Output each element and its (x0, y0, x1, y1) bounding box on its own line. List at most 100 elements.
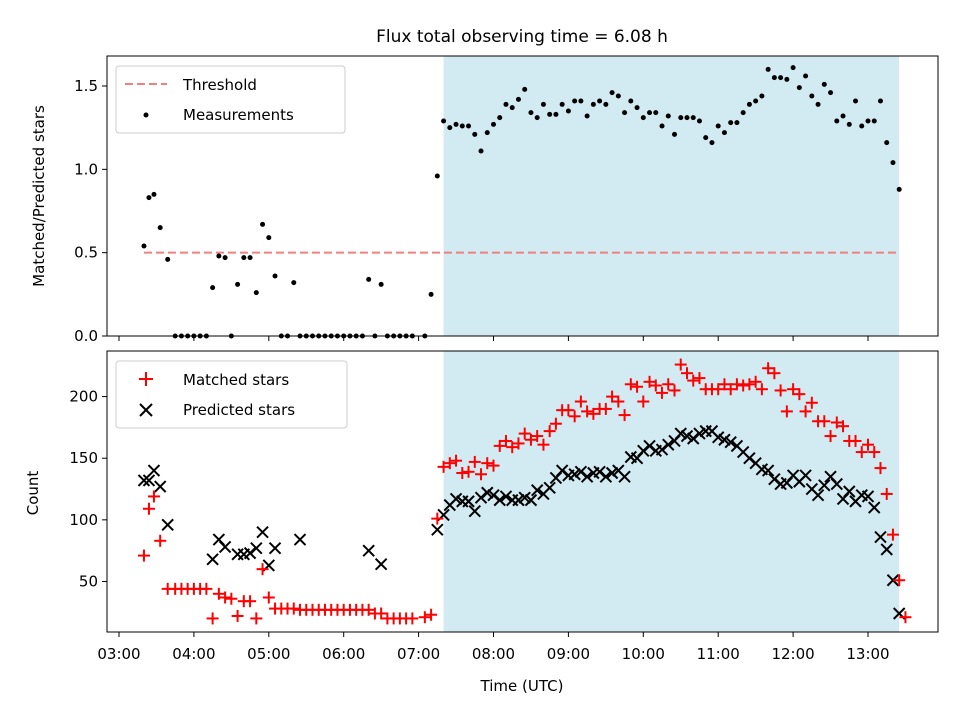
measurement-point (672, 131, 678, 137)
ratio-y-axis: 0.0 0.5 1.0 1.5 (74, 77, 107, 345)
predicted-star-point (811, 488, 825, 502)
measurement-point (734, 120, 740, 126)
measurement-point (165, 256, 171, 262)
matched-star-point (524, 433, 537, 446)
measurement-point (509, 105, 515, 111)
predicted-star-point (499, 490, 513, 503)
measurement-point (441, 118, 447, 124)
matched-star-point (799, 405, 812, 418)
count-legend-box (115, 360, 348, 429)
predicted-star-point (374, 558, 388, 571)
measurement-point (491, 121, 496, 127)
measurement-point (778, 75, 784, 81)
matched-star-point (762, 362, 775, 375)
count-panel: 50 100 150 200 03:00 04:00 05:00 06:00 07:00 08:… (24, 350, 939, 695)
matched-star-point (512, 437, 525, 450)
matched-star-point (780, 405, 793, 418)
matched-star-point (643, 375, 656, 388)
measurement-point (815, 101, 821, 107)
measurement-point (753, 98, 759, 104)
matched-star-point (724, 383, 737, 396)
matched-star-point (244, 595, 257, 608)
measurement-point (840, 113, 846, 119)
matched-star-point (581, 405, 594, 418)
measurement-point (597, 98, 603, 104)
matched-star-point (793, 388, 806, 401)
measurement-point (528, 110, 534, 116)
matched-star-point (154, 534, 167, 547)
measurement-point (647, 110, 653, 116)
observing-span-bottom (443, 351, 900, 632)
measurement-point (834, 118, 840, 124)
measurement-point (578, 98, 584, 104)
measurement-point (628, 98, 634, 104)
time-x-tick-label: 13:00 (846, 645, 889, 663)
matched-star-point (142, 502, 155, 515)
predicted-star-point (250, 541, 263, 555)
matched-star-point (137, 549, 150, 562)
predicted-star-point (830, 477, 843, 491)
measurement-point (141, 243, 147, 249)
measurement-point (759, 93, 765, 99)
measurement-point (272, 273, 278, 279)
measurement-point (740, 110, 746, 116)
measurement-point (865, 118, 871, 124)
matched-star-point (899, 611, 912, 624)
matched-star-point (624, 378, 637, 391)
matched-star-point (805, 396, 818, 409)
measurement-point (603, 101, 609, 107)
matched-star-point (880, 487, 893, 500)
measurement-point (459, 123, 465, 129)
count-legend: Matched stars Predicted stars (115, 360, 348, 429)
matched-star-point (656, 386, 669, 399)
measurement-point (216, 253, 222, 259)
matched-star-point (737, 379, 750, 392)
time-x-tick-label: 05:00 (247, 645, 290, 663)
predicted-star-point (468, 505, 481, 518)
matched-star-point (680, 367, 693, 380)
predicted-star-point (843, 485, 856, 498)
matched-star-point (718, 378, 731, 391)
measurement-point (678, 115, 684, 121)
matched-star-point (768, 367, 781, 380)
matched-star-point (855, 446, 868, 459)
matched-star-point (499, 434, 512, 447)
measurement-point (515, 96, 521, 102)
measurement-point (378, 281, 384, 287)
measurement-point (478, 148, 484, 154)
legend-threshold-label: Threshold (182, 76, 257, 94)
matched-star-point (475, 468, 488, 481)
measurement-point (765, 66, 771, 72)
measurement-point (884, 140, 890, 146)
measurement-point (291, 280, 297, 286)
predicted-star-point (293, 533, 307, 546)
measurement-point (472, 131, 478, 137)
measurement-point (151, 191, 157, 197)
ratio-panel: 0.0 0.5 1.0 1.5 Matched/Predicted stars Thr… (30, 55, 939, 345)
measurement-point (590, 101, 596, 107)
legend-matched-label: Matched stars (183, 371, 289, 389)
measurement-point (222, 255, 228, 261)
predicted-stars-points (137, 424, 906, 620)
measurement-point (146, 195, 152, 201)
matched-star-point (693, 372, 706, 385)
measurement-point (790, 65, 796, 71)
predicted-star-point (599, 470, 613, 483)
measurement-point (210, 285, 216, 291)
measurement-point (447, 125, 453, 131)
measurement-point (572, 98, 578, 104)
ratio-legend-box (115, 65, 346, 134)
measurement-point (690, 115, 696, 121)
measurement-point (553, 111, 559, 117)
chart-title: Flux total observing time = 6.08 h (376, 27, 668, 47)
measurement-point (665, 113, 671, 119)
measurement-point (728, 120, 734, 126)
ratio-y-tick-label: 0.0 (74, 327, 98, 345)
matched-star-point (200, 582, 213, 595)
predicted-star-point (362, 544, 375, 557)
measurement-point (366, 276, 372, 282)
predicted-star-point (662, 438, 675, 451)
measurement-point (846, 121, 852, 127)
matched-star-point (456, 467, 469, 480)
